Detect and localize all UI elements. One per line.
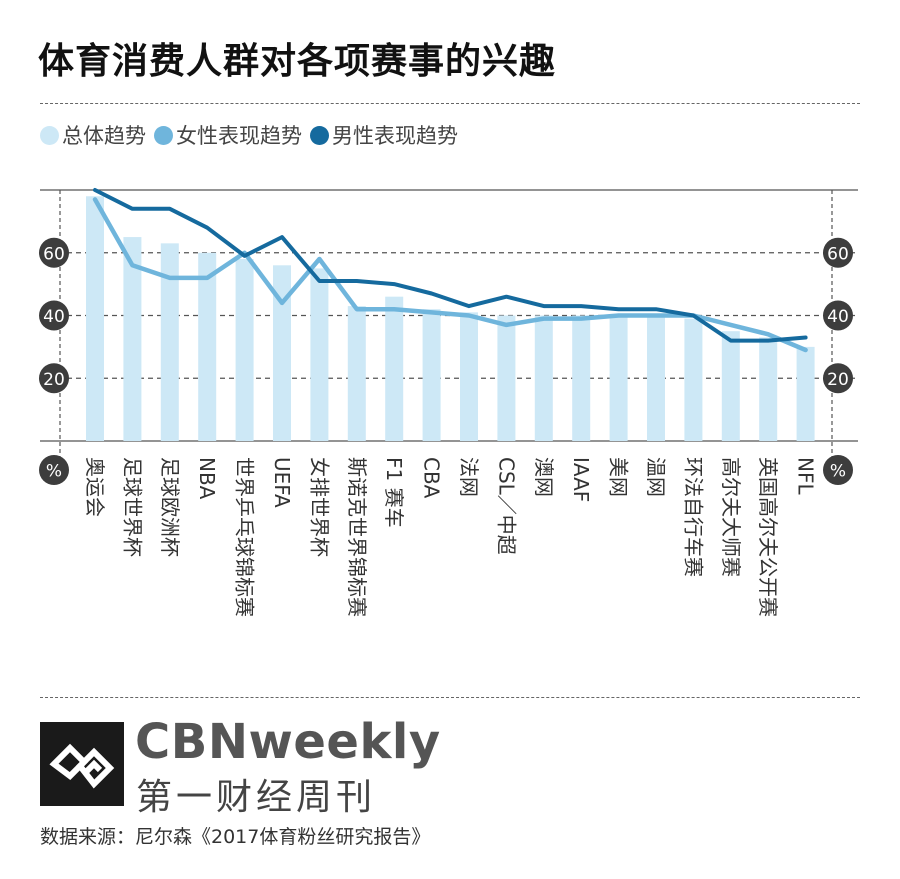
bar-12 [497, 315, 516, 441]
ytick-badge-60-left [39, 237, 69, 268]
bar-10 [422, 309, 441, 441]
bar-5 [235, 259, 254, 441]
unit-badge-left [39, 455, 69, 485]
category-label-4: NBA [195, 457, 219, 500]
page-title: 体育消费人群对各项赛事的兴趣 [38, 41, 557, 82]
ytick-label-20-left: 20 [43, 370, 65, 390]
bar-2 [123, 237, 142, 441]
ytick-label-40-right: 40 [827, 307, 849, 327]
category-label-20: NFL [794, 457, 818, 495]
category-label-2: 足球世界杯 [120, 457, 144, 557]
tick-layer: 20 20 40 40 60 60%% [39, 237, 853, 485]
bar-13 [534, 315, 553, 441]
brand-name-cn: 第一财经周刊 [136, 777, 377, 818]
category-label-15: 美网 [607, 457, 631, 497]
category-label-17: 环法自行车赛 [681, 457, 705, 577]
category-label-5: 世界乒乓球锦标赛 [233, 457, 257, 617]
category-label-1: 奥运会 [83, 457, 107, 517]
category-label-3: 足球欧洲杯 [158, 457, 182, 557]
ytick-badge-20-right [823, 363, 853, 394]
unit-label-right: % [830, 462, 846, 482]
bar-15 [609, 315, 628, 441]
legend-label-male: 男性表现趋势 [332, 124, 458, 148]
bar-7 [310, 268, 329, 441]
bar-8 [347, 306, 366, 441]
ytick-label-20-right: 20 [827, 370, 849, 390]
category-label-13: 澳网 [532, 457, 556, 497]
chart: 20 20 40 40 60 60%% 奥运会 足球世界杯 足球欧洲杯 NBA 世界乒乓球锦标赛 U… [39, 188, 858, 617]
bar-layer [86, 196, 815, 441]
category-label-9: F1 赛车 [382, 457, 406, 528]
category-label-18: 高尔夫大师赛 [719, 457, 743, 577]
cbn-logo-mark [49, 743, 115, 789]
legend-swatch-male [310, 125, 329, 145]
ytick-label-40-left: 40 [43, 307, 65, 327]
brand-name: CBNweekly [135, 714, 441, 770]
category-label-7: 女排世界杯 [307, 457, 331, 557]
ytick-badge-40-left [39, 300, 69, 331]
divider-bottom [40, 697, 860, 698]
legend-item-overall: 总体趋势 [40, 120, 146, 150]
line-layer [92, 188, 808, 353]
ytick-badge-20-left [39, 363, 69, 394]
bar-9 [385, 296, 404, 441]
bar-11 [460, 312, 478, 441]
legend-label-overall: 总体趋势 [62, 124, 146, 148]
category-label-layer: 奥运会 足球世界杯 足球欧洲杯 NBA 世界乒乓球锦标赛 UEFA 女排世界杯 斯诺克世界锦标… [83, 457, 818, 617]
category-label-11: 法网 [457, 457, 481, 497]
unit-badge-right [823, 455, 853, 485]
bar-17 [684, 318, 703, 441]
bar-3 [160, 243, 179, 441]
category-label-16: 温网 [644, 457, 668, 497]
ytick-badge-60-right [823, 237, 853, 268]
bar-1 [86, 196, 104, 441]
bar-14 [572, 315, 591, 441]
category-label-14: IAAF [569, 457, 593, 502]
bar-20 [796, 346, 815, 441]
category-label-6: UEFA [270, 457, 294, 508]
ytick-badge-40-right [823, 300, 853, 331]
category-label-10: CBA [420, 457, 444, 499]
unit-label-left: % [46, 462, 62, 482]
source-note: 数据来源：尼尔森《2017体育粉丝研究报告》 [40, 826, 431, 848]
ytick-label-60-left: 60 [43, 244, 65, 264]
bar-19 [759, 337, 778, 441]
category-label-12: CSL／中超 [494, 457, 518, 555]
legend: 总体趋势 女性表现趋势 男性表现趋势 [40, 121, 466, 149]
legend-swatch-overall [40, 125, 59, 145]
legend-label-female: 女性表现趋势 [176, 124, 302, 148]
legend-item-female: 女性表现趋势 [154, 120, 302, 150]
bar-4 [198, 252, 217, 441]
bar-6 [273, 265, 291, 441]
legend-item-male: 男性表现趋势 [310, 120, 458, 150]
category-label-19: 英国高尔夫公开赛 [756, 457, 780, 617]
divider-top [40, 103, 860, 104]
bar-18 [721, 331, 740, 441]
cbn-logo-icon [40, 722, 124, 806]
bar-16 [647, 315, 665, 441]
legend-swatch-female [154, 125, 173, 145]
ytick-label-60-right: 60 [827, 244, 849, 264]
category-label-8: 斯诺克世界锦标赛 [345, 457, 369, 617]
line-series-male [93, 188, 808, 343]
